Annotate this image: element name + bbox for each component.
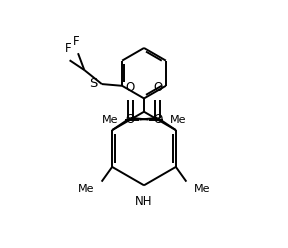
Text: Me: Me [194, 185, 211, 194]
Text: Me: Me [102, 115, 119, 125]
Text: S: S [89, 77, 98, 90]
Text: O: O [153, 81, 162, 94]
Text: Me: Me [77, 185, 94, 194]
Text: F: F [65, 42, 71, 55]
Text: O: O [154, 113, 163, 126]
Text: F: F [73, 35, 79, 48]
Text: O: O [126, 81, 135, 94]
Text: O: O [125, 113, 134, 126]
Text: NH: NH [135, 195, 153, 208]
Text: Me: Me [169, 115, 186, 125]
